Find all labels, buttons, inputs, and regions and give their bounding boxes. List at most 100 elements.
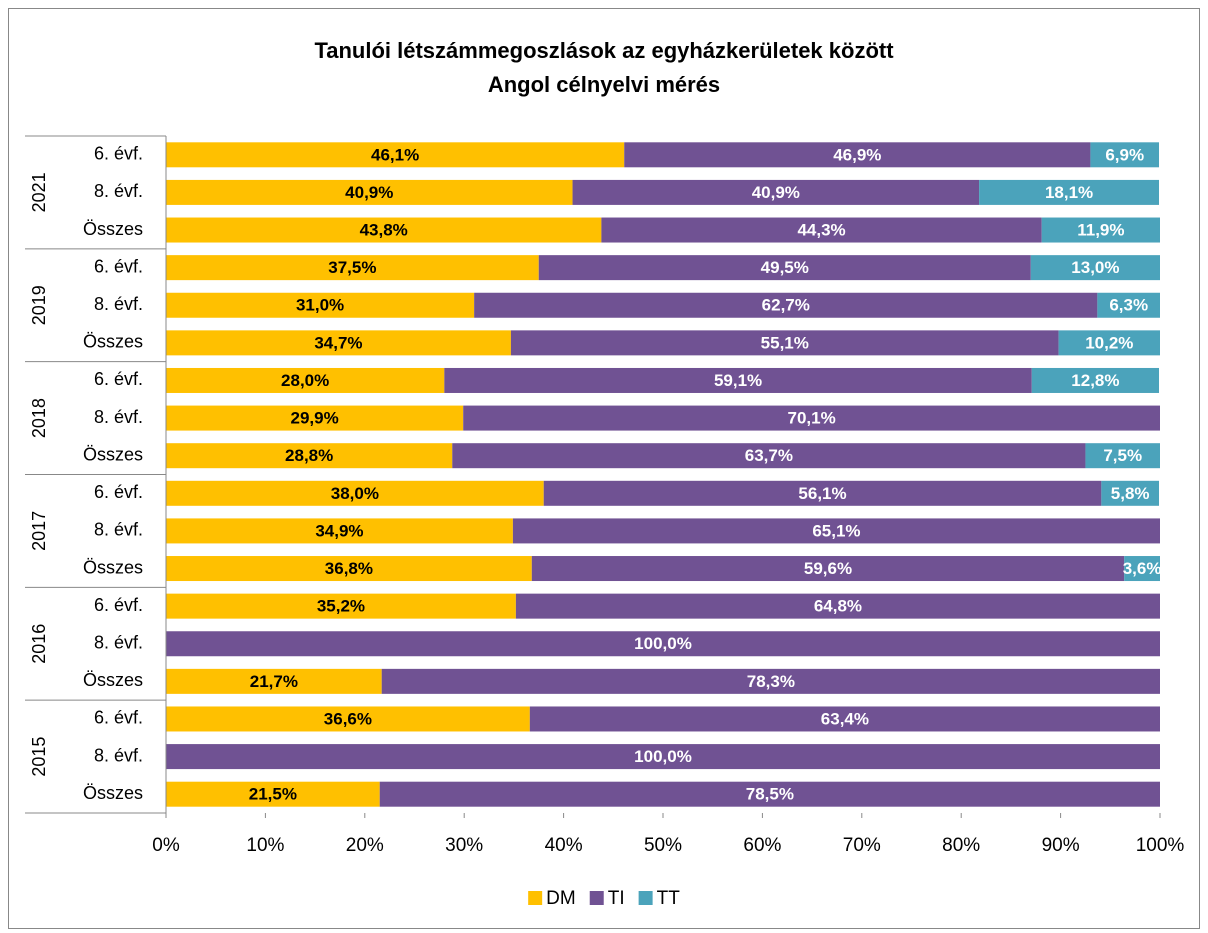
category-label: 6. évf. — [94, 256, 143, 276]
bar-segment — [166, 405, 464, 431]
legend-swatch — [638, 891, 653, 905]
x-tick-label: 30% — [445, 835, 483, 856]
bar-segment — [1097, 292, 1160, 318]
value-label: 55,1% — [761, 333, 809, 352]
value-label: 12,8% — [1071, 371, 1119, 390]
value-label: 46,9% — [833, 145, 881, 164]
value-label: 59,6% — [804, 559, 852, 578]
bar-segment — [601, 217, 1042, 243]
category-label: Összes — [83, 332, 143, 352]
bar-segment — [1031, 367, 1160, 393]
bar-segment — [166, 744, 1160, 770]
category-label: Összes — [83, 783, 143, 803]
value-label: 36,8% — [325, 559, 373, 578]
bar-segment — [381, 668, 1160, 694]
value-label: 100,0% — [634, 634, 692, 653]
value-label: 63,4% — [821, 709, 869, 728]
bar-segment — [531, 556, 1125, 582]
bar-segment — [979, 179, 1160, 205]
bar-segment — [543, 480, 1102, 506]
category-label: 8. évf. — [94, 633, 143, 653]
value-label: 64,8% — [814, 597, 862, 616]
x-tick-label: 60% — [743, 835, 781, 856]
value-label: 37,5% — [328, 258, 376, 277]
value-label: 40,9% — [752, 183, 800, 202]
legend-label: TI — [608, 888, 625, 909]
bar-segment — [510, 330, 1059, 356]
value-label: 44,3% — [797, 221, 845, 240]
bar-segment — [1030, 255, 1160, 281]
value-label: 5,8% — [1111, 484, 1150, 503]
group-label: 2018 — [29, 398, 49, 438]
bar-segment — [1058, 330, 1160, 356]
category-label: 6. évf. — [94, 482, 143, 502]
bar-segment — [166, 179, 573, 205]
chart-title: Tanulói létszámmegoszlások az egyházkerü… — [314, 38, 894, 63]
value-label: 63,7% — [745, 446, 793, 465]
bar-segment — [166, 556, 532, 582]
category-label: 8. évf. — [94, 407, 143, 427]
value-label: 70,1% — [788, 409, 836, 428]
category-label: Összes — [83, 670, 143, 690]
value-label: 38,0% — [331, 484, 379, 503]
value-label: 7,5% — [1103, 446, 1142, 465]
x-tick-label: 80% — [942, 835, 980, 856]
x-tick-label: 50% — [644, 835, 682, 856]
value-label: 49,5% — [761, 258, 809, 277]
bar-segment — [166, 706, 530, 732]
bar-segment — [1090, 142, 1160, 168]
value-label: 43,8% — [360, 221, 408, 240]
value-label: 36,6% — [324, 709, 372, 728]
value-label: 3,6% — [1123, 559, 1162, 578]
group-label: 2017 — [29, 511, 49, 551]
value-label: 59,1% — [714, 371, 762, 390]
x-tick-label: 0% — [152, 835, 180, 856]
value-label: 13,0% — [1071, 258, 1119, 277]
bar-segment — [166, 781, 380, 807]
value-label: 46,1% — [371, 145, 419, 164]
bar-segment — [572, 179, 980, 205]
value-label: 34,9% — [315, 521, 363, 540]
bar-segment — [624, 142, 1091, 168]
legend-label: TT — [657, 888, 681, 909]
value-label: 11,9% — [1077, 221, 1124, 240]
bar-segment — [538, 255, 1031, 281]
category-label: Összes — [83, 557, 143, 577]
bar-segment — [444, 367, 1032, 393]
value-label: 78,3% — [747, 672, 795, 691]
bar-segment — [166, 593, 516, 619]
bar-segment — [166, 668, 382, 694]
category-label: 6. évf. — [94, 595, 143, 615]
bar-segment — [166, 217, 602, 243]
value-label: 21,7% — [250, 672, 298, 691]
bar-segment — [166, 443, 453, 469]
value-label: 62,7% — [762, 296, 810, 315]
value-label: 56,1% — [798, 484, 846, 503]
legend-label: DM — [546, 888, 576, 909]
legend-swatch — [528, 891, 543, 905]
bar-segment — [463, 405, 1160, 431]
value-label: 65,1% — [812, 521, 860, 540]
x-tick-label: 100% — [1136, 835, 1185, 856]
bar-segment — [166, 518, 513, 544]
bar-segment — [512, 518, 1160, 544]
value-label: 21,5% — [249, 785, 297, 804]
bar-segment — [1085, 443, 1160, 469]
value-label: 40,9% — [345, 183, 393, 202]
category-label: 8. évf. — [94, 520, 143, 540]
group-label: 2015 — [29, 737, 49, 777]
value-label: 18,1% — [1045, 183, 1093, 202]
bar-segment — [1101, 480, 1160, 506]
chart-subtitle: Angol célnyelvi mérés — [488, 72, 720, 97]
value-label: 10,2% — [1085, 333, 1133, 352]
value-label: 100,0% — [634, 747, 692, 766]
category-label: 6. évf. — [94, 144, 143, 164]
x-tick-label: 20% — [346, 835, 384, 856]
category-label: 8. évf. — [94, 181, 143, 201]
bar-segment — [529, 706, 1160, 732]
value-label: 6,9% — [1105, 145, 1144, 164]
bar-segment — [166, 142, 625, 168]
bar-segment — [452, 443, 1086, 469]
x-tick-label: 10% — [246, 835, 284, 856]
